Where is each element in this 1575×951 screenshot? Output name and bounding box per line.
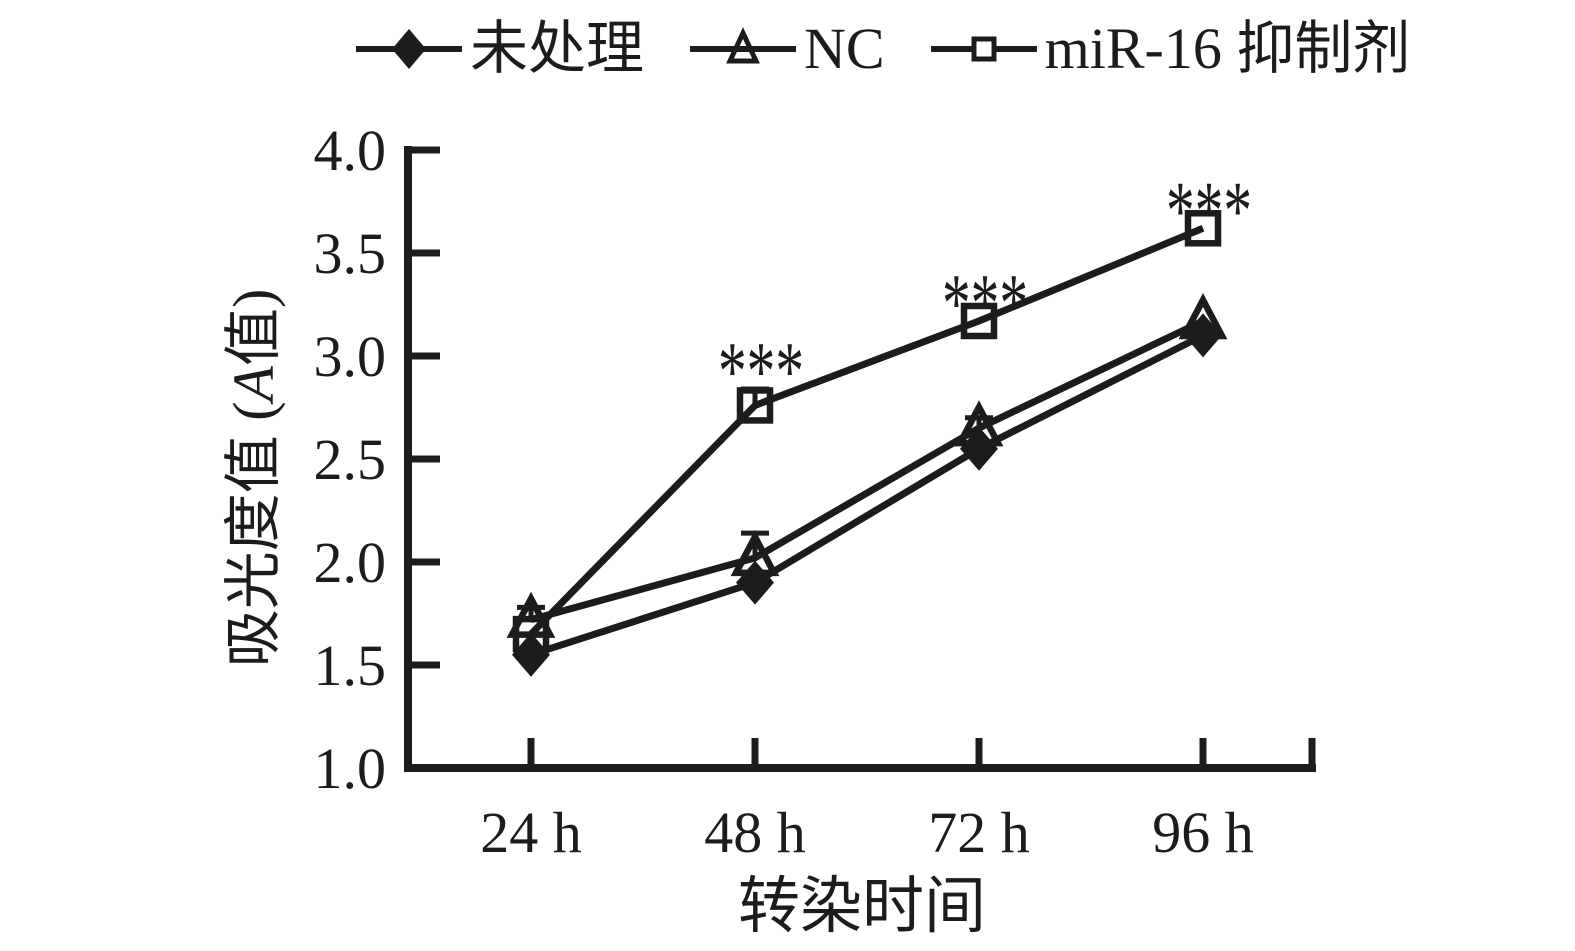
data-point-square-2 [960,302,998,340]
y-axis-title-text: 吸光度值 ( [221,401,286,668]
legend-label-nc: NC [804,16,885,81]
significance-stars: *** [942,257,1028,350]
x-tick-label: 24 h [480,800,582,865]
x-tick-label: 96 h [1152,800,1254,865]
y-axis-title: 吸光度值 (A值) [221,289,286,668]
open-triangle-marker-icon [690,27,797,64]
open-square-marker-icon [930,36,1037,62]
series-line-1 [530,317,1205,624]
data-point-triangle-1 [730,529,780,577]
y-tick-label: 2.0 [314,530,387,595]
legend-label-mir16-inhibitor: miR-16 抑制剂 [1044,16,1411,81]
legend-item-nc: NC [690,20,885,78]
data-point-diamond-0 [960,426,998,471]
data-point-square-2 [736,387,774,424]
significance-stars: *** [1166,164,1252,257]
y-tick-label: 3.5 [314,221,387,286]
series-line-0 [529,332,1205,659]
significance-stars: *** [718,325,804,418]
data-point-square-2 [512,615,550,653]
legend-item-mir16-inhibitor: miR-16 抑制剂 [930,16,1411,81]
data-point-triangle-1 [1178,293,1228,340]
series-line-2 [528,225,1205,637]
filled-diamond-marker-icon [356,29,462,69]
y-tick-label: 1.0 [314,736,387,801]
x-axis-title: 转染时间 [737,873,987,941]
legend: 未处理 NC miR-16 抑制剂 [356,20,1410,78]
y-tick-label: 2.5 [314,427,387,492]
y-tick-label: 1.5 [314,633,387,698]
y-axis-title-italic-a: A [221,366,286,402]
y-axis-title-text-suffix: 值) [221,288,286,367]
data-point-square-2 [1184,210,1222,247]
legend-label-untreated: 未处理 [470,16,645,81]
y-tick-label: 3.0 [314,324,387,389]
y-tick-label: 4.0 [314,118,387,183]
x-tick-label: 48 h [704,800,806,865]
data-point-triangle-1 [954,400,1004,447]
x-tick-label: 72 h [928,800,1030,865]
data-point-diamond-0 [512,632,550,677]
legend-item-untreated: 未处理 [356,20,644,78]
